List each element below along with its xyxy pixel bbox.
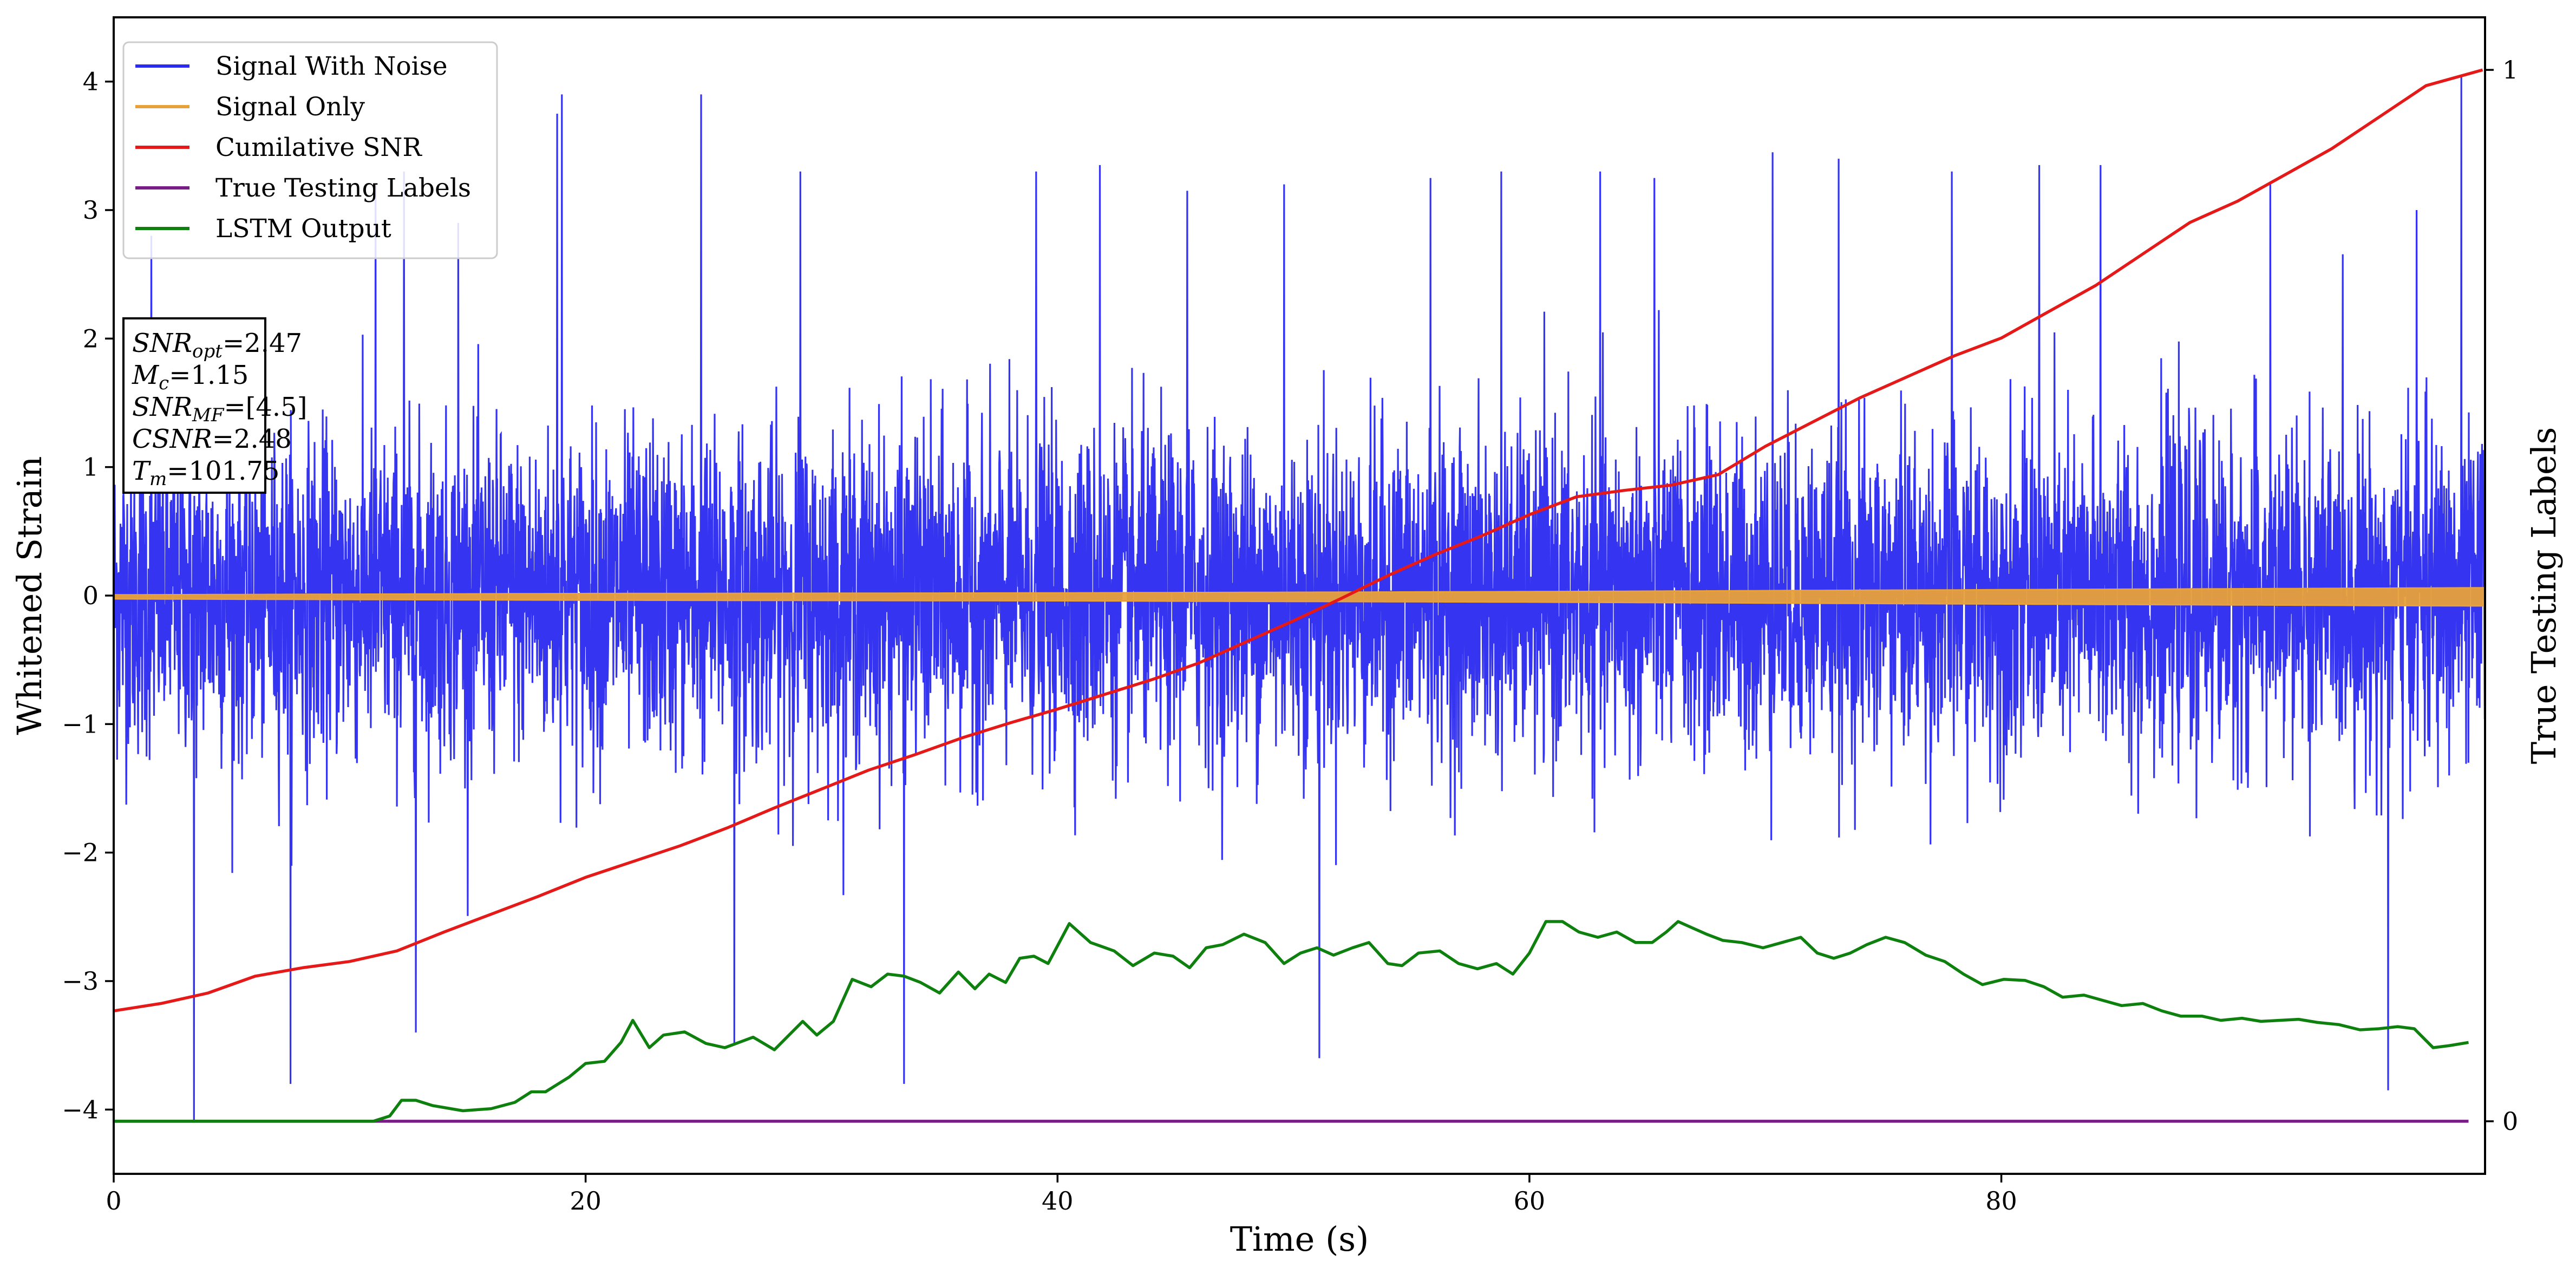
annotation-line: Mc=1.15 [132, 360, 249, 394]
legend-label: True Testing Labels [215, 173, 471, 203]
legend-label: Signal With Noise [215, 51, 448, 81]
annotation-line: SNRMF=[4.5] [132, 392, 307, 426]
series-lstm-output [114, 920, 2469, 1123]
legend: Signal With Noise Signal Only Cumilative S… [122, 41, 498, 259]
y-tick-label: 2 [83, 324, 99, 353]
legend-box [122, 41, 498, 259]
x-tick-label: 60 [1514, 1186, 1546, 1216]
y-tick-label: −2 [62, 838, 99, 867]
annotation-box: SNRopt=2.47Mc=1.15SNRMF=[4.5]CSNR=2.48Tm… [122, 317, 307, 494]
series-cumulative-snr [114, 68, 2483, 1012]
y2-tick-label: 0 [2502, 1107, 2518, 1136]
legend-label: Signal Only [215, 92, 365, 122]
x-tick-label: 0 [106, 1186, 121, 1216]
annotation-line: Tm=101.75 [132, 456, 279, 490]
y-tick-label: −1 [62, 709, 99, 739]
annotation-line: CSNR=2.48 [132, 424, 292, 454]
y-tick-label: 1 [83, 453, 99, 482]
y2-tick-label: 1 [2502, 55, 2518, 84]
y-tick-label: −4 [62, 1095, 99, 1124]
legend-label: Cumilative SNR [215, 133, 422, 162]
annotation-frame [122, 317, 266, 494]
x-tick-label: 40 [1042, 1186, 1074, 1216]
y-tick-label: 0 [83, 581, 99, 610]
x-axis-label: Time (s) [1230, 1219, 1369, 1259]
annotation-line: SNRopt=2.47 [132, 328, 302, 362]
y-axis-label: Whitened Strain [10, 456, 49, 735]
legend-label: LSTM Output [215, 214, 391, 244]
x-tick-label: 20 [570, 1186, 601, 1216]
x-tick-label: 80 [1985, 1186, 2017, 1216]
plot-area [114, 68, 2485, 1123]
y2-axis-label: True Testing Labels [2524, 427, 2564, 765]
series-group [114, 68, 2485, 1123]
y-tick-label: 4 [83, 67, 99, 96]
series-signal-only [114, 587, 2485, 607]
y-tick-label: 3 [83, 195, 99, 225]
y-tick-label: −3 [62, 966, 99, 996]
